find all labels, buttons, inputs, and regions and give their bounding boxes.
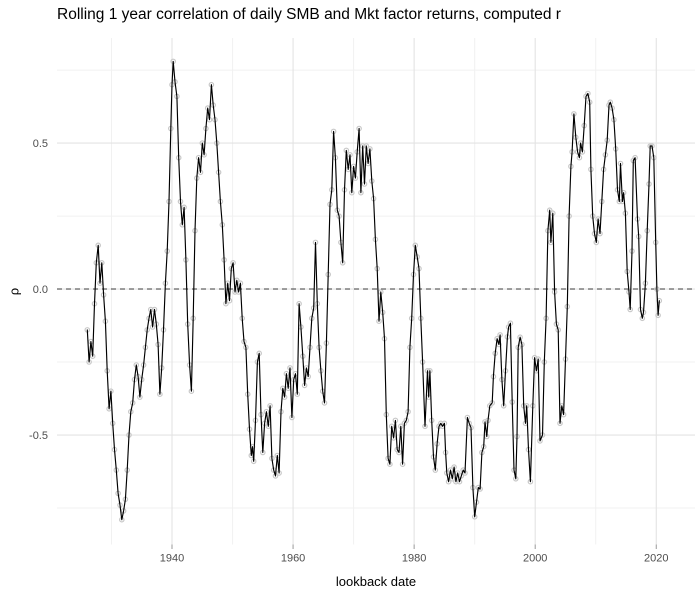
data-point bbox=[458, 473, 465, 479]
x-tick-marks bbox=[171, 544, 657, 549]
series-line bbox=[86, 60, 660, 521]
x-tick-label: 1960 bbox=[281, 553, 305, 565]
x-axis-title: lookback date bbox=[335, 574, 417, 589]
y-tick-label: -0.5 bbox=[29, 430, 48, 442]
major-gridlines bbox=[57, 38, 695, 545]
x-tick-label: 2020 bbox=[644, 553, 668, 565]
chart-title: Rolling 1 year correlation of daily SMB … bbox=[57, 6, 561, 23]
y-tick-label: 0.0 bbox=[33, 284, 48, 296]
y-axis-title: ρ bbox=[6, 287, 22, 296]
y-tick-label: 0.5 bbox=[33, 138, 48, 150]
data-point bbox=[607, 99, 614, 106]
x-tick-label: 1940 bbox=[160, 553, 184, 565]
minor-gridlines bbox=[57, 38, 695, 545]
x-tick-label: 2000 bbox=[523, 553, 547, 565]
x-tick-label: 1980 bbox=[402, 553, 426, 565]
